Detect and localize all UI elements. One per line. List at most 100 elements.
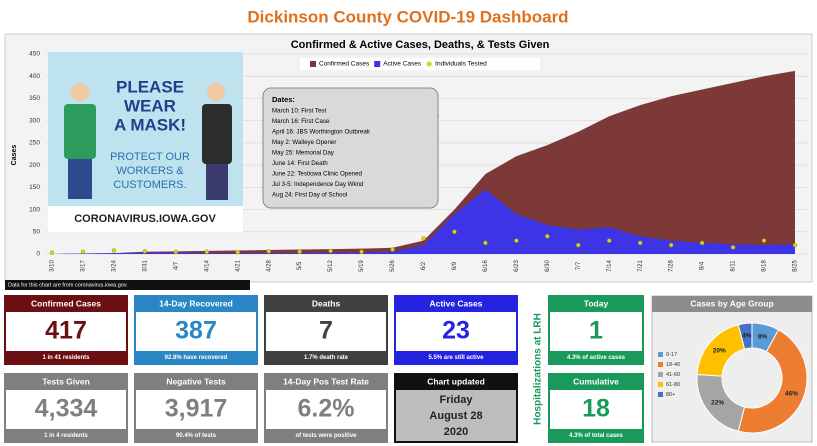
- pie-value-label: 46%: [785, 390, 798, 397]
- test-dot: [235, 250, 240, 255]
- figure-legs: [68, 159, 92, 199]
- updated-line: 2020: [444, 426, 468, 438]
- tile-footer: [265, 351, 387, 364]
- legend-swatch: [658, 372, 663, 377]
- dates-item: June 22: Testiowa Clinic Opened: [272, 171, 363, 178]
- plot: Confirmed & Active Cases, Deaths, & Test…: [11, 39, 808, 272]
- legend-label: Individuals Tested: [435, 61, 487, 68]
- updated-line: August 28: [429, 410, 482, 422]
- test-dot: [142, 249, 148, 254]
- test-dot: [359, 249, 364, 254]
- test-dot: [390, 247, 395, 252]
- tiles: Confirmed Cases 417 1 in 41 residents 14-Da…: [4, 295, 644, 443]
- test-dot: [483, 240, 488, 246]
- tile-footer: [5, 351, 127, 364]
- pie-value-label: 20%: [713, 348, 726, 355]
- test-dot: [111, 248, 117, 253]
- tile-footer: [135, 429, 257, 442]
- y-tick-label: 200: [29, 162, 40, 169]
- legend-box: [300, 58, 540, 70]
- poster-footer: [48, 206, 243, 232]
- y-tick-label: 350: [29, 95, 40, 102]
- poster-sub: PROTECT OUR: [110, 151, 190, 163]
- x-tick-label: 7/14: [607, 260, 613, 272]
- poster-sub: CUSTOMERS.: [113, 179, 186, 191]
- dates-item: April 16: JBS Worthington Outbreak: [272, 129, 371, 136]
- tile-title: Today: [584, 298, 609, 308]
- dates-item: March 10: First Test: [272, 108, 326, 115]
- pie-value-label: 22%: [711, 400, 724, 407]
- test-dot: [730, 245, 736, 250]
- tile-value: 4,334: [35, 395, 98, 423]
- poster-headline: PLEASE: [116, 77, 184, 96]
- y-tick-label: 450: [29, 51, 40, 58]
- tile-value: 6.2%: [298, 395, 355, 423]
- tile-value: 1: [589, 317, 603, 345]
- tile-footer: [395, 351, 517, 364]
- x-tick-label: 5/12: [328, 260, 334, 272]
- x-tick-label: 4/14: [204, 260, 210, 272]
- test-dot: [204, 249, 209, 254]
- pie: Cases by Age Group 8% 0-17 46% 18-40 22% 41-60…: [652, 296, 812, 434]
- tile-footer: [549, 429, 643, 442]
- tile-note: 1 in 41 residents: [42, 355, 90, 361]
- x-tick-label: 8/18: [762, 260, 768, 272]
- tile-note: 5.5% are still active: [428, 355, 484, 361]
- pie-value-label: 4%: [742, 333, 752, 340]
- dates-item: May 25: Memorial Day: [272, 150, 335, 157]
- figure-body: [202, 104, 232, 164]
- tile-note: 1 in 4 residents: [44, 433, 88, 439]
- y-tick-label: 100: [29, 206, 40, 213]
- tile-footer: [135, 351, 257, 364]
- dates-title: Dates:: [272, 95, 295, 104]
- x-tick-label: 3/10: [50, 260, 56, 272]
- figure-body: [64, 104, 96, 159]
- updated-line: Friday: [439, 394, 473, 406]
- tile-title: Deaths: [312, 298, 341, 308]
- test-dot: [792, 242, 798, 248]
- y-axis-label: Cases: [11, 145, 18, 166]
- area: [52, 70, 795, 254]
- tile-header: [135, 374, 257, 390]
- tile-note: 4.3% of active cases: [567, 355, 626, 361]
- legend-swatch: [310, 61, 316, 67]
- tile-title: Active Cases: [430, 298, 483, 308]
- test-dot: [761, 238, 767, 243]
- legend-label: 0-17: [666, 352, 677, 358]
- dates-item: May 2: Walleye Opener: [272, 139, 336, 146]
- test-dot: [607, 238, 612, 243]
- poster-headline: WEAR: [124, 96, 176, 115]
- test-dot: [545, 234, 550, 239]
- x-tick-label: 5/26: [390, 260, 396, 272]
- tile-title: Cumulative: [573, 376, 619, 386]
- x-tick-label: 7/7: [576, 261, 582, 270]
- dates-item: June 14: First Death: [272, 160, 328, 167]
- test-dot: [576, 242, 581, 248]
- dashboard-title: Dickinson County COVID-19 Dashboard: [247, 7, 568, 26]
- x-tick-label: 6/2: [421, 261, 427, 270]
- tile-value: 23: [442, 317, 470, 345]
- test-dot: [452, 229, 457, 234]
- tile-header: [5, 374, 127, 390]
- tile-title: 14-Day Pos Test Rate: [283, 376, 369, 386]
- pie-header: [652, 296, 812, 312]
- figure-head: [207, 83, 225, 101]
- x-tick-label: 3/31: [142, 260, 148, 272]
- pie-title: Cases by Age Group: [690, 298, 773, 308]
- tile-header: [5, 296, 127, 312]
- tile-value: 18: [582, 395, 610, 423]
- test-dot: [80, 249, 86, 254]
- tile-footer: [265, 429, 387, 442]
- test-dot: [421, 236, 426, 241]
- x-tick-label: 3/17: [81, 260, 87, 272]
- legend-swatch: [374, 61, 381, 67]
- legend-swatch: [658, 392, 663, 397]
- test-dot: [514, 238, 519, 243]
- x-tick-label: 4/28: [266, 260, 272, 272]
- legend-label: 41-60: [666, 372, 680, 378]
- tile-header: [265, 296, 387, 312]
- x-tick-label: 3/24: [111, 260, 117, 272]
- test-dot: [173, 249, 179, 254]
- x-tick-label: 8/11: [731, 260, 737, 272]
- test-dot: [297, 249, 302, 254]
